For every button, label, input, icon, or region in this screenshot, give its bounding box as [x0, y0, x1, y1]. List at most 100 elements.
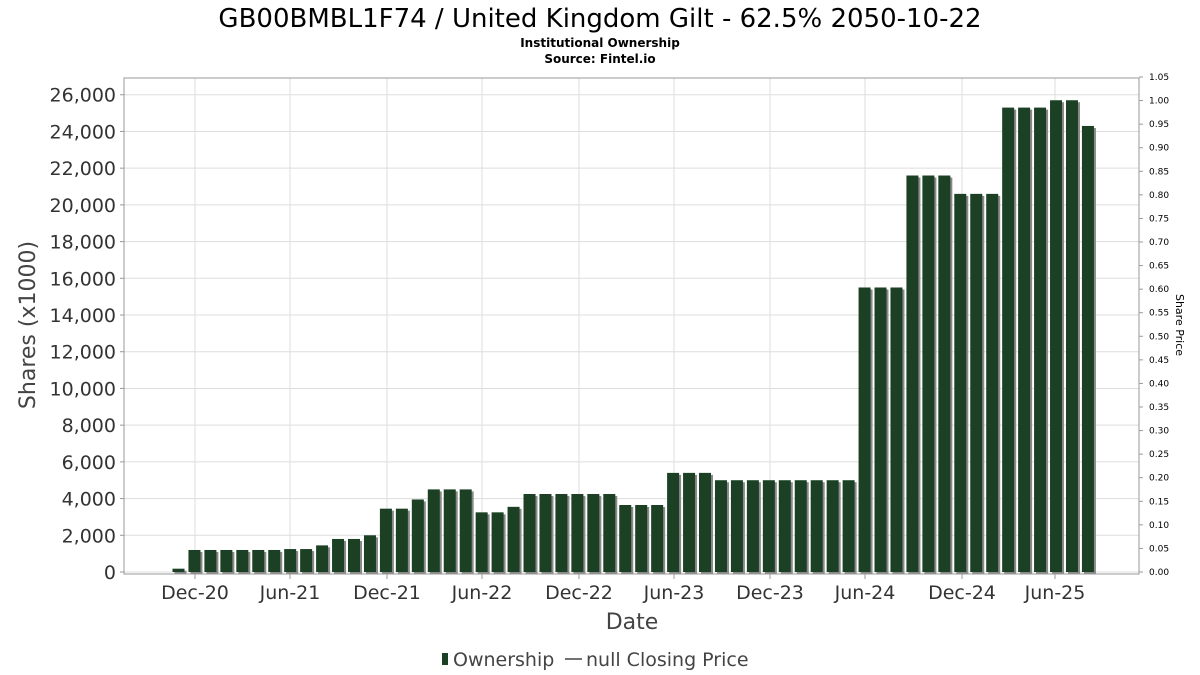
ownership-bar — [778, 480, 791, 572]
ownership-bar — [379, 508, 392, 572]
ownership-bar — [220, 549, 233, 572]
y2-tick-label: 0.10 — [1149, 521, 1169, 531]
y-tick-label: 22,000 — [50, 158, 116, 180]
y-tick-label: 20,000 — [50, 195, 116, 217]
y-tick-label: 26,000 — [50, 85, 116, 107]
y-tick-label: 18,000 — [50, 232, 116, 254]
ownership-bar — [619, 505, 632, 572]
ownership-bar — [922, 175, 935, 572]
ownership-bar — [986, 193, 999, 572]
y2-tick-label: 0.40 — [1149, 379, 1169, 389]
ownership-bar — [443, 489, 456, 572]
y-axis-ticks: 0 2,000 4,000 6,000 8,000 10,000 12,000 14,000 1… — [50, 85, 124, 584]
legend: Ownership null Closing Price — [442, 649, 749, 671]
ownership-bar — [762, 480, 775, 572]
x-tick-label: Dec-23 — [736, 582, 804, 604]
ownership-bar — [587, 493, 600, 572]
x-tick-label: Jun-25 — [1024, 582, 1086, 604]
y-tick-label: 16,000 — [50, 268, 116, 290]
y-tick-label: 2,000 — [62, 525, 116, 547]
ownership-bar — [555, 493, 568, 572]
ownership-bar — [539, 493, 552, 572]
y-tick-label: 10,000 — [50, 378, 116, 400]
ownership-bar — [651, 505, 664, 572]
ownership-bar — [332, 538, 345, 572]
ownership-bar — [810, 480, 823, 572]
ownership-bar — [970, 193, 983, 572]
x-tick-label: Jun-22 — [451, 582, 513, 604]
chart-source: Source: Fintel.io — [544, 52, 655, 66]
y-tick-label: 14,000 — [50, 305, 116, 327]
y-tick-label: 6,000 — [62, 452, 116, 474]
bars — [172, 100, 1096, 575]
ownership-bar — [730, 480, 743, 572]
y2-tick-label: 0.00 — [1149, 568, 1169, 578]
x-axis-ticks: Dec-20 Jun-21 Dec-21 Jun-22 Dec-22 Jun-23 Dec-… — [161, 574, 1085, 604]
ownership-bar — [236, 549, 249, 572]
x-tick-label: Dec-22 — [545, 582, 613, 604]
bar-shadow — [174, 570, 187, 574]
ownership-bar — [268, 549, 281, 572]
ownership-bar — [284, 549, 297, 572]
y2-tick-label: 0.75 — [1149, 214, 1169, 224]
ownership-bar — [491, 512, 504, 572]
ownership-bar — [938, 175, 951, 572]
ownership-bar — [954, 193, 967, 572]
y2-tick-label: 1.05 — [1149, 73, 1169, 83]
ownership-bar — [794, 480, 807, 572]
y2-tick-label: 0.95 — [1149, 120, 1169, 130]
ownership-bar — [300, 549, 313, 572]
y2-tick-label: 0.90 — [1149, 144, 1169, 154]
ownership-bar — [427, 489, 440, 572]
plot-frame — [123, 77, 1140, 575]
y-tick-label: 4,000 — [62, 489, 116, 511]
y2-tick-label: 0.30 — [1149, 427, 1169, 437]
y2-tick-label: 0.35 — [1149, 403, 1169, 413]
ownership-bar — [890, 287, 903, 572]
ownership-bar — [316, 545, 329, 572]
ownership-bar — [1065, 100, 1078, 573]
ownership-bar — [348, 538, 361, 572]
y-axis-label: Shares (x1000) — [16, 241, 41, 409]
ownership-bar — [507, 506, 520, 572]
ownership-bar — [1034, 107, 1047, 572]
ownership-bar — [683, 472, 696, 572]
ownership-bar — [635, 505, 648, 572]
ownership-bar — [906, 175, 919, 572]
y2-tick-label: 0.60 — [1149, 285, 1169, 295]
y2-tick-label: 0.15 — [1149, 497, 1169, 507]
y2-tick-label: 0.80 — [1149, 191, 1169, 201]
ownership-bar — [874, 287, 887, 572]
y2-tick-label: 0.85 — [1149, 167, 1169, 177]
y2-tick-label: 0.65 — [1149, 262, 1169, 272]
y2-tick-label: 1.00 — [1149, 97, 1169, 107]
y2-axis-label: Share Price — [1173, 294, 1186, 356]
ownership-bar — [842, 480, 855, 572]
y-tick-label: 0 — [104, 562, 116, 584]
y2-tick-label: 0.05 — [1149, 544, 1169, 554]
ownership-bar — [667, 472, 680, 572]
ownership-bar — [188, 549, 201, 572]
x-tick-label: Dec-20 — [161, 582, 229, 604]
ownership-bar — [746, 480, 759, 572]
ownership-bar — [699, 472, 712, 572]
ownership-bar — [475, 512, 488, 572]
ownership-bar — [204, 549, 217, 572]
y2-axis-ticks: 0.00 0.05 0.10 0.15 0.20 0.25 0.30 0.35 0.40 0.45… — [1139, 73, 1169, 578]
ownership-bar — [523, 493, 536, 572]
ownership-bar — [826, 480, 839, 572]
ownership-bar — [1050, 100, 1063, 573]
x-tick-label: Jun-23 — [643, 582, 705, 604]
ownership-bar — [1002, 107, 1015, 572]
y2-tick-label: 0.45 — [1149, 356, 1169, 366]
ownership-bar — [1081, 125, 1094, 572]
ownership-bar — [411, 499, 424, 572]
y2-tick-label: 0.20 — [1149, 474, 1169, 484]
ownership-bar — [252, 549, 265, 572]
y-tick-label: 24,000 — [50, 121, 116, 143]
x-tick-label: Dec-21 — [353, 582, 421, 604]
ownership-bar — [714, 480, 727, 572]
y2-tick-label: 0.70 — [1149, 238, 1169, 248]
